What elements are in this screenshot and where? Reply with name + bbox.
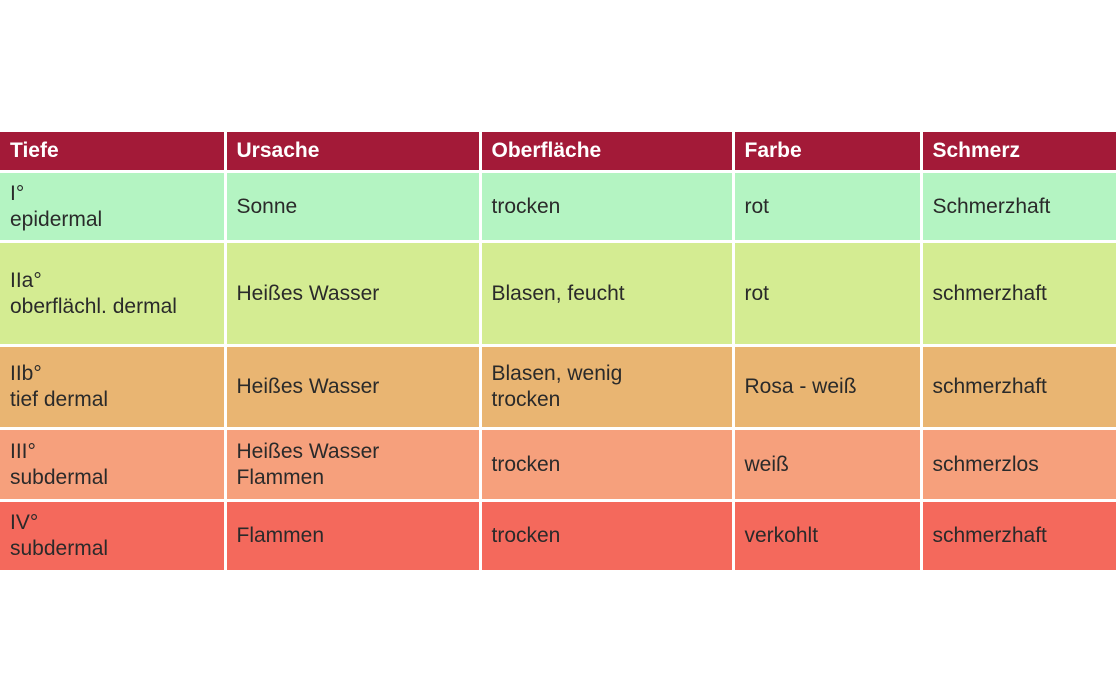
table-cell: IV° subdermal bbox=[0, 499, 227, 573]
cell-text: rot bbox=[744, 194, 770, 218]
header-row: Tiefe Ursache Oberfläche Farbe Schmerz bbox=[0, 132, 1116, 173]
cell-text: Heißes Wasser bbox=[236, 281, 380, 305]
table-cell: Heißes Wasser bbox=[223, 240, 482, 347]
cell-text: trocken bbox=[491, 194, 561, 218]
table-cell: Sonne bbox=[223, 170, 482, 243]
table-cell: Schmerzhaft bbox=[919, 170, 1116, 243]
table-cell: III° subdermal bbox=[0, 427, 227, 502]
table-cell: rot bbox=[731, 240, 923, 347]
cell-text: schmerzhaft bbox=[932, 281, 1047, 305]
table-row: IV° subdermal Flammen trocken verkohlt schmer… bbox=[0, 499, 1116, 573]
table-cell: Blasen, wenig trocken bbox=[478, 344, 735, 430]
cell-text: Schmerzhaft bbox=[932, 194, 1051, 218]
cell-text: schmerzlos bbox=[932, 452, 1039, 476]
cell-text: subdermal bbox=[10, 537, 109, 560]
cell-text: III° bbox=[10, 439, 36, 463]
table-row: IIb° tief dermal Heißes Wasser Blasen, weni… bbox=[0, 344, 1116, 430]
cell-text: trocken bbox=[491, 524, 561, 547]
table-cell: Blasen, feucht bbox=[478, 240, 735, 347]
table-cell: Heißes Wasser bbox=[223, 344, 482, 430]
cell-text: IV° bbox=[10, 511, 39, 534]
table-cell: schmerzhaft bbox=[919, 240, 1116, 347]
cell-text: trocken bbox=[491, 388, 561, 411]
cell-text: IIb° bbox=[10, 362, 42, 385]
table-cell: weiß bbox=[731, 427, 923, 502]
table-cell: IIa° oberflächl. dermal bbox=[0, 240, 227, 347]
table-row: I° epidermal Sonne trocken rot Schmerzhaft bbox=[0, 170, 1116, 243]
table-cell: trocken bbox=[478, 499, 735, 573]
table-cell: Rosa - weiß bbox=[731, 344, 923, 430]
cell-text: schmerzhaft bbox=[932, 524, 1047, 547]
cell-text: tief dermal bbox=[10, 388, 109, 411]
column-header: Farbe bbox=[731, 132, 923, 173]
table-cell: verkohlt bbox=[731, 499, 923, 573]
column-header: Tiefe bbox=[0, 132, 227, 173]
cell-text: epidermal bbox=[10, 207, 103, 231]
column-header: Ursache bbox=[223, 132, 482, 173]
table-row: IIa° oberflächl. dermal Heißes Wasser Blase… bbox=[0, 240, 1116, 347]
table-cell: schmerzhaft bbox=[919, 499, 1116, 573]
cell-text: Flammen bbox=[236, 465, 325, 489]
cell-text: weiß bbox=[744, 452, 789, 476]
table-row: III° subdermal Heißes Wasser Flammen trocken… bbox=[0, 427, 1116, 502]
cell-text: trocken bbox=[491, 452, 561, 476]
cell-text: rot bbox=[744, 281, 770, 305]
cell-text: I° bbox=[10, 181, 25, 205]
cell-text: Rosa - weiß bbox=[744, 375, 857, 398]
cell-text: verkohlt bbox=[744, 524, 819, 547]
table-cell: trocken bbox=[478, 427, 735, 502]
table-cell: rot bbox=[731, 170, 923, 243]
cell-text: Flammen bbox=[236, 524, 325, 547]
cell-text: subdermal bbox=[10, 465, 109, 489]
cell-text: Sonne bbox=[236, 194, 298, 218]
cell-text: Heißes Wasser bbox=[236, 375, 380, 398]
cell-text: Blasen, feucht bbox=[491, 281, 625, 305]
table-cell: Flammen bbox=[223, 499, 482, 573]
column-header: Oberfläche bbox=[478, 132, 735, 173]
table-cell: I° epidermal bbox=[0, 170, 227, 243]
burn-depth-table: Tiefe Ursache Oberfläche Farbe Schmerz I° epi… bbox=[0, 132, 1116, 573]
table-cell: schmerzhaft bbox=[919, 344, 1116, 430]
cell-text: Blasen, wenig bbox=[491, 362, 623, 385]
cell-text: oberflächl. dermal bbox=[10, 294, 177, 318]
table-cell: IIb° tief dermal bbox=[0, 344, 227, 430]
cell-text: Heißes Wasser bbox=[236, 439, 380, 463]
table-cell: trocken bbox=[478, 170, 735, 243]
column-header: Schmerz bbox=[919, 132, 1116, 173]
cell-text: schmerzhaft bbox=[932, 375, 1047, 398]
table-cell: Heißes Wasser Flammen bbox=[223, 427, 482, 502]
table-cell: schmerzlos bbox=[919, 427, 1116, 502]
cell-text: IIa° bbox=[10, 268, 42, 292]
